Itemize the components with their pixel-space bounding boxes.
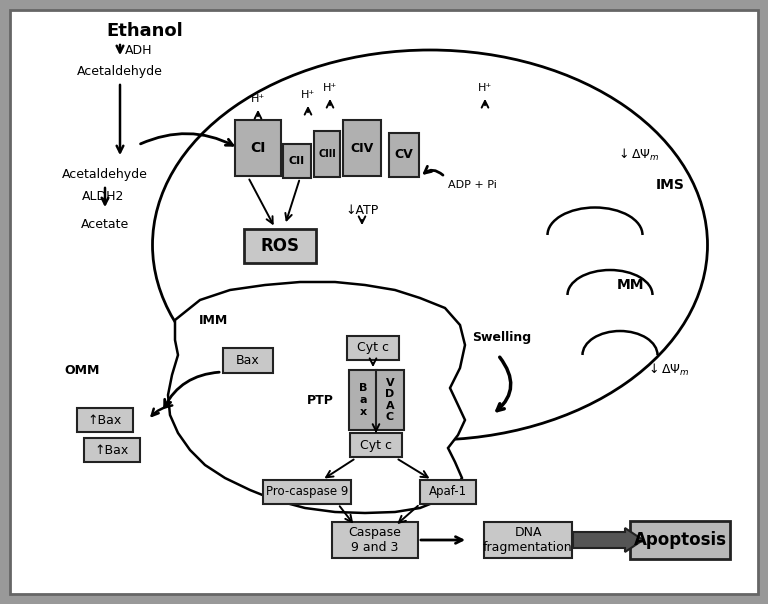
Text: Bax: Bax — [236, 353, 260, 367]
Text: Acetaldehyde: Acetaldehyde — [62, 168, 148, 181]
Text: $\downarrow\Delta\Psi_m$: $\downarrow\Delta\Psi_m$ — [616, 147, 660, 163]
Text: ROS: ROS — [260, 237, 300, 255]
Text: ADP + Pi: ADP + Pi — [448, 180, 497, 190]
FancyBboxPatch shape — [484, 522, 572, 558]
FancyBboxPatch shape — [244, 229, 316, 263]
FancyBboxPatch shape — [235, 120, 281, 176]
Text: B
a
x: B a x — [359, 384, 367, 417]
Text: H⁺: H⁺ — [323, 83, 337, 93]
Text: CII: CII — [289, 156, 305, 166]
Text: Cyt c: Cyt c — [357, 341, 389, 355]
FancyBboxPatch shape — [84, 438, 140, 462]
Text: H⁺: H⁺ — [478, 83, 492, 93]
FancyBboxPatch shape — [420, 480, 476, 504]
FancyBboxPatch shape — [223, 347, 273, 373]
FancyBboxPatch shape — [332, 522, 418, 558]
Text: CIII: CIII — [318, 149, 336, 159]
FancyBboxPatch shape — [343, 120, 381, 176]
Text: Apoptosis: Apoptosis — [634, 531, 727, 549]
FancyBboxPatch shape — [349, 370, 377, 430]
Text: ADH: ADH — [125, 43, 153, 57]
Text: OMM: OMM — [65, 364, 100, 376]
Text: ↑Bax: ↑Bax — [88, 414, 122, 426]
Text: Acetaldehyde: Acetaldehyde — [77, 65, 163, 78]
FancyBboxPatch shape — [376, 370, 404, 430]
FancyBboxPatch shape — [263, 480, 351, 504]
Polygon shape — [168, 282, 465, 513]
Text: DNA
fragmentation: DNA fragmentation — [483, 526, 573, 554]
FancyBboxPatch shape — [350, 433, 402, 457]
Text: ALDH2: ALDH2 — [82, 190, 124, 204]
FancyArrow shape — [573, 528, 643, 552]
FancyBboxPatch shape — [283, 144, 311, 178]
FancyBboxPatch shape — [389, 133, 419, 177]
Text: ↑Bax: ↑Bax — [95, 443, 129, 457]
Text: H⁺: H⁺ — [251, 94, 265, 104]
Text: V
D
A
C: V D A C — [386, 378, 395, 422]
Text: IMS: IMS — [656, 178, 684, 192]
Ellipse shape — [153, 50, 707, 440]
FancyBboxPatch shape — [347, 336, 399, 360]
Text: Acetate: Acetate — [81, 218, 129, 231]
Text: Ethanol: Ethanol — [107, 22, 184, 40]
Text: IMM: IMM — [198, 313, 227, 327]
FancyBboxPatch shape — [77, 408, 133, 432]
Text: H⁺: H⁺ — [301, 90, 315, 100]
Text: MM: MM — [616, 278, 644, 292]
FancyBboxPatch shape — [630, 521, 730, 559]
FancyBboxPatch shape — [314, 131, 340, 177]
Text: CIV: CIV — [350, 141, 373, 155]
Text: Apaf-1: Apaf-1 — [429, 486, 467, 498]
Text: Pro-caspase 9: Pro-caspase 9 — [266, 486, 348, 498]
Text: PTP: PTP — [306, 393, 333, 406]
Text: $\downarrow\Delta\Psi_m$: $\downarrow\Delta\Psi_m$ — [646, 362, 690, 378]
FancyBboxPatch shape — [10, 10, 758, 594]
Text: Cyt c: Cyt c — [360, 439, 392, 452]
Text: CV: CV — [395, 149, 413, 161]
Text: ↓ATP: ↓ATP — [346, 204, 379, 216]
Text: CI: CI — [250, 141, 266, 155]
Text: Caspase
9 and 3: Caspase 9 and 3 — [349, 526, 402, 554]
Text: Swelling: Swelling — [472, 332, 531, 344]
